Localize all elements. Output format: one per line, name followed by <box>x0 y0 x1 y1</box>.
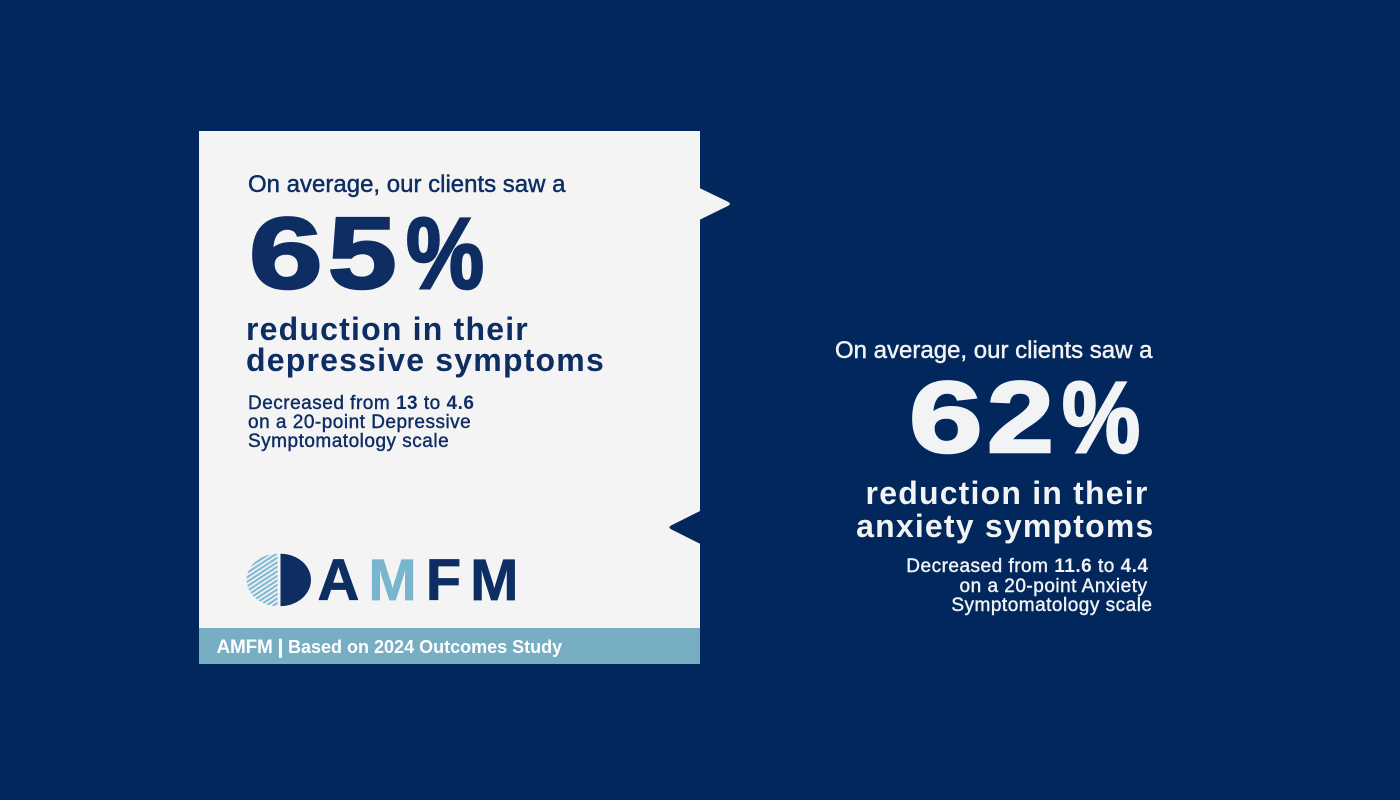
svg-text:AMFM: AMFM <box>318 551 525 609</box>
